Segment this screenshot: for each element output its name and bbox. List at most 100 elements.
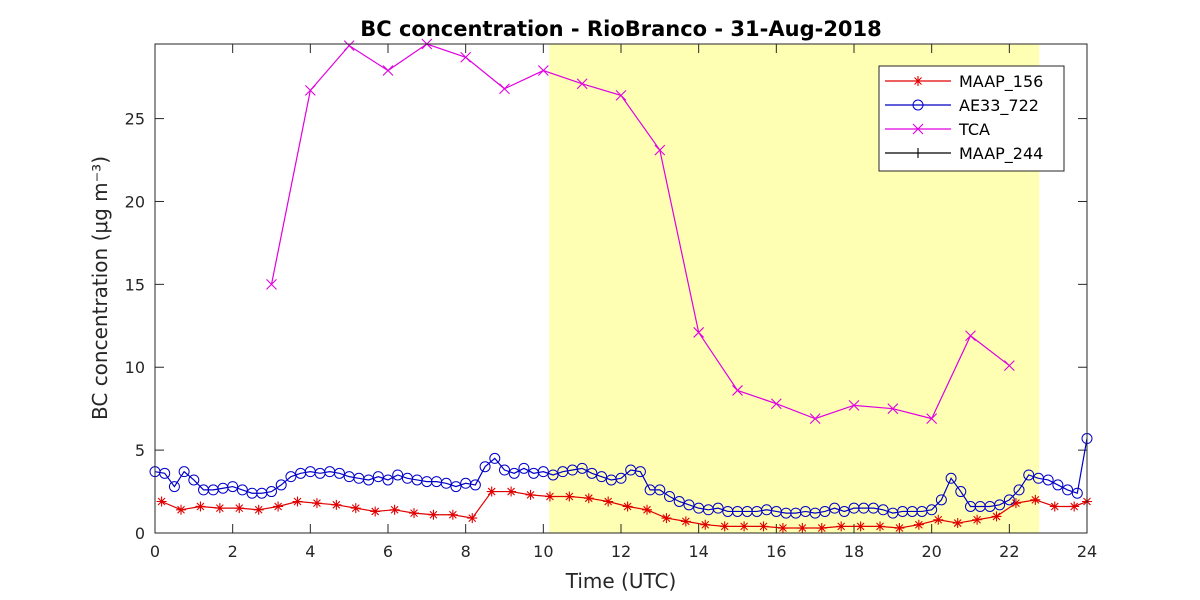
- marker: [770, 398, 782, 410]
- marker: [933, 514, 944, 525]
- x-tick-label: 22: [999, 542, 1019, 561]
- marker: [1013, 484, 1025, 496]
- marker: [389, 504, 400, 515]
- marker: [499, 464, 510, 476]
- marker: [894, 523, 905, 534]
- marker: [178, 466, 190, 478]
- marker: [537, 466, 549, 478]
- marker: [450, 481, 462, 493]
- y-axis-label: BC concentration (μg m⁻³): [88, 156, 112, 420]
- marker: [1052, 479, 1064, 491]
- marker: [797, 523, 808, 534]
- x-axis-label: Time (UTC): [565, 569, 677, 593]
- marker: [994, 499, 1006, 511]
- marker: [333, 467, 345, 479]
- marker: [809, 413, 821, 425]
- marker: [518, 462, 530, 474]
- marker: [1049, 501, 1060, 512]
- marker: [945, 472, 957, 484]
- y-tick-label: 15: [125, 275, 145, 294]
- marker: [586, 467, 598, 479]
- marker: [372, 471, 384, 483]
- marker: [409, 508, 420, 519]
- marker: [537, 65, 549, 76]
- marker: [758, 521, 769, 532]
- legend-marker: [912, 123, 924, 135]
- marker: [499, 83, 510, 95]
- marker: [176, 504, 187, 515]
- legend-marker: [912, 99, 924, 111]
- marker: [304, 85, 316, 96]
- marker: [1062, 484, 1074, 496]
- legend-label: MAAP_244: [959, 144, 1043, 164]
- marker: [467, 513, 478, 524]
- marker: [195, 501, 206, 512]
- chart-title: BC concentration - RioBranco - 31-Aug-20…: [360, 17, 882, 41]
- marker: [642, 504, 653, 515]
- marker: [829, 502, 841, 514]
- x-tick-label: 2: [228, 542, 238, 561]
- marker: [489, 452, 501, 464]
- marker: [460, 51, 472, 63]
- marker: [370, 506, 381, 517]
- marker: [719, 521, 730, 532]
- axes-box: [154, 43, 1088, 534]
- y-tick-label: 5: [135, 441, 145, 460]
- marker: [935, 494, 947, 506]
- marker: [661, 513, 672, 524]
- marker: [576, 462, 588, 474]
- marker: [343, 40, 355, 52]
- marker: [819, 505, 831, 517]
- marker: [266, 278, 277, 290]
- x-tick-label: 12: [611, 542, 631, 561]
- marker: [1003, 494, 1015, 506]
- marker: [564, 491, 575, 502]
- marker: [654, 484, 666, 496]
- marker: [972, 514, 983, 525]
- marker: [877, 504, 889, 516]
- marker: [693, 327, 705, 338]
- marker: [392, 469, 404, 481]
- marker: [1030, 494, 1041, 505]
- marker: [156, 496, 167, 507]
- marker: [836, 521, 847, 532]
- marker: [469, 479, 481, 491]
- series-line: [154, 438, 1088, 514]
- marker: [486, 486, 497, 497]
- marker: [188, 474, 200, 486]
- marker: [955, 486, 967, 498]
- marker: [447, 509, 458, 520]
- marker: [285, 471, 297, 483]
- marker: [991, 511, 1002, 522]
- marker: [926, 413, 938, 425]
- marker: [1010, 498, 1021, 509]
- x-tick-label: 24: [1077, 542, 1097, 561]
- marker: [848, 399, 860, 411]
- marker: [664, 491, 676, 503]
- marker: [603, 496, 614, 507]
- marker: [622, 501, 633, 512]
- marker: [236, 484, 248, 496]
- legend-label: TCA: [958, 120, 990, 139]
- marker: [440, 477, 452, 489]
- marker: [1023, 469, 1035, 481]
- legend-label: AE33_722: [959, 96, 1039, 116]
- legend-label: MAAP_156: [959, 72, 1043, 92]
- x-tick-label: 10: [533, 542, 553, 561]
- marker: [331, 499, 342, 510]
- marker: [683, 499, 695, 511]
- marker: [311, 498, 322, 509]
- marker: [816, 523, 827, 534]
- series-line: [270, 43, 1010, 420]
- x-tick-label: 16: [766, 542, 786, 561]
- marker: [576, 78, 588, 90]
- marker: [544, 491, 555, 502]
- y-tick-label: 10: [125, 358, 145, 377]
- marker: [634, 466, 646, 478]
- marker: [350, 503, 361, 514]
- marker: [615, 472, 627, 484]
- x-tick-label: 18: [844, 542, 864, 561]
- marker: [654, 144, 666, 156]
- marker: [615, 89, 627, 101]
